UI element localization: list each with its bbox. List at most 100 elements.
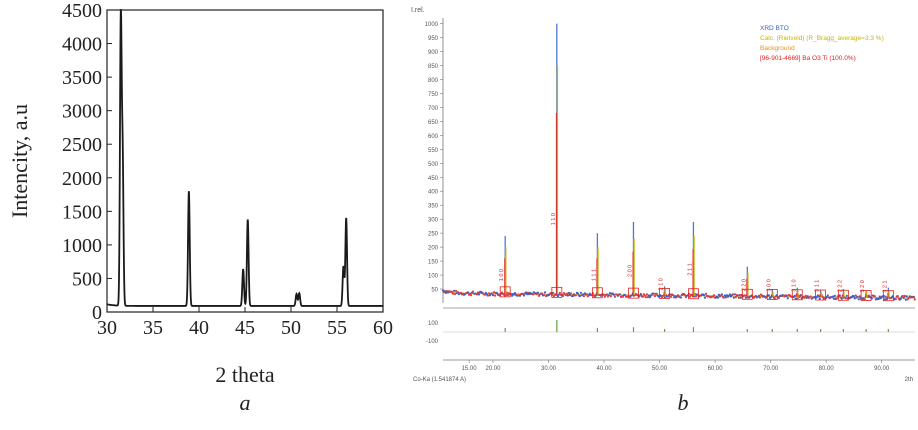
observed-point xyxy=(645,296,647,298)
x-tick-label: 70.00 xyxy=(763,366,779,372)
x-tick-label: 20.00 xyxy=(485,366,501,372)
observed-point xyxy=(579,295,581,297)
observed-point xyxy=(568,292,570,294)
observed-point xyxy=(656,293,658,295)
observed-point xyxy=(452,293,454,295)
observed-point xyxy=(768,294,770,296)
legend-entry: [96-901-4669] Ba O3 Ti (100.0%) xyxy=(760,55,856,62)
observed-point xyxy=(559,292,561,294)
observed-point xyxy=(603,294,605,296)
observed-point xyxy=(904,295,906,297)
observed-point xyxy=(640,293,642,295)
observed-point xyxy=(467,291,469,293)
x-axis-label: 2 theta xyxy=(215,362,274,387)
hkl-label: 1 1 1 xyxy=(591,269,597,281)
observed-point xyxy=(566,293,568,295)
y-tick-label: 4500 xyxy=(62,0,102,22)
y-tick-label: 700 xyxy=(428,106,439,112)
x-tick-label: 60 xyxy=(373,317,393,339)
observed-point xyxy=(902,295,904,297)
observed-point xyxy=(787,297,789,299)
observed-point xyxy=(619,293,621,295)
legend-entry: XRD BTO xyxy=(760,25,789,32)
observed-point xyxy=(897,295,899,297)
observed-point xyxy=(606,293,608,295)
observed-point xyxy=(739,294,741,296)
xrd-pattern-line xyxy=(107,10,383,306)
observed-point xyxy=(885,296,887,298)
x-tick-label: 55 xyxy=(327,317,347,339)
y-tick-label: 1000 xyxy=(62,235,102,257)
x-tick-label: 35 xyxy=(143,317,163,339)
x-axis-label: 2th xyxy=(905,377,913,383)
observed-point xyxy=(567,294,569,296)
observed-point xyxy=(853,295,855,297)
y-tick-label: 800 xyxy=(428,78,439,84)
observed-point xyxy=(609,292,611,294)
observed-point xyxy=(740,297,742,299)
y-tick-label: 4000 xyxy=(62,34,102,56)
x-tick-label: 50 xyxy=(281,317,301,339)
x-tick-label: 60.00 xyxy=(708,366,724,372)
observed-point xyxy=(454,293,456,295)
y-axis-label: Intencity, a.u xyxy=(7,104,32,218)
observed-point xyxy=(735,296,737,298)
y-tick-label: 2000 xyxy=(62,168,102,190)
observed-point xyxy=(859,295,861,297)
observed-point xyxy=(903,297,905,299)
observed-point xyxy=(541,292,543,294)
y-tick-label: 3000 xyxy=(62,101,102,123)
caption-b: b xyxy=(663,390,703,416)
observed-point xyxy=(487,295,489,297)
y-tick-label: 300 xyxy=(428,218,439,224)
observed-point xyxy=(832,296,834,298)
y-tick-label: 200 xyxy=(428,246,439,252)
observed-point xyxy=(470,294,472,296)
observed-point xyxy=(855,294,857,296)
diff-tick-label: -100 xyxy=(426,339,439,345)
x-footer-label: Co-Ka (1.541874 A) xyxy=(413,377,466,383)
x-tick-label: 30.00 xyxy=(541,366,557,372)
observed-point xyxy=(583,295,585,297)
observed-point xyxy=(672,294,674,296)
y-tick-label: 50 xyxy=(431,288,438,294)
observed-point xyxy=(586,293,588,295)
y-tick-label: 550 xyxy=(428,148,439,154)
x-tick-label: 40 xyxy=(189,317,209,339)
y-tick-label: 650 xyxy=(428,120,439,126)
observed-point xyxy=(786,295,788,297)
x-tick-label: 50.00 xyxy=(652,366,668,372)
observed-point xyxy=(878,298,880,300)
observed-point xyxy=(608,294,610,296)
observed-point xyxy=(478,293,480,295)
y-tick-label: 850 xyxy=(428,64,439,70)
observed-point xyxy=(695,295,697,297)
observed-point xyxy=(732,293,734,295)
observed-point xyxy=(858,298,860,300)
observed-point xyxy=(797,297,799,299)
observed-point xyxy=(492,294,494,296)
observed-point xyxy=(543,294,545,296)
observed-point xyxy=(544,291,546,293)
caption-a: a xyxy=(225,390,265,416)
observed-point xyxy=(905,299,907,301)
y-tick-label: 1000 xyxy=(425,22,439,28)
observed-point xyxy=(713,294,715,296)
observed-point xyxy=(839,294,841,296)
observed-point xyxy=(670,296,672,298)
observed-point xyxy=(488,292,490,294)
legend-entry: Calc. (Rietveld) (R_Bragg_average=3.3 %) xyxy=(760,35,884,42)
observed-point xyxy=(723,297,725,299)
observed-point xyxy=(646,293,648,295)
observed-point xyxy=(778,297,780,299)
observed-point xyxy=(653,293,655,295)
observed-point xyxy=(610,295,612,297)
observed-point xyxy=(805,295,807,297)
observed-point xyxy=(717,297,719,299)
observed-point xyxy=(570,292,572,294)
observed-point xyxy=(914,298,916,300)
observed-point xyxy=(819,298,821,300)
observed-point xyxy=(913,296,915,298)
